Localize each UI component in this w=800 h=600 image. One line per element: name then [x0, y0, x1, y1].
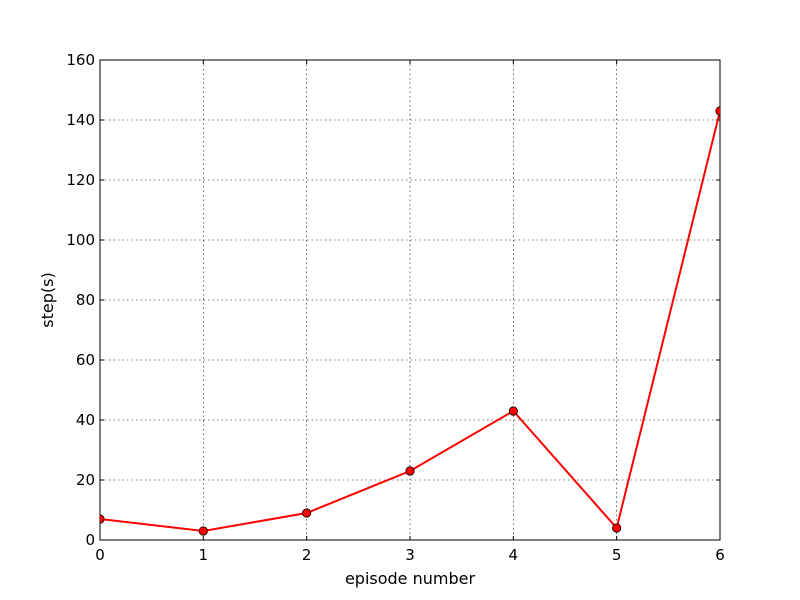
y-tick-label: 80	[76, 291, 95, 309]
x-tick-label: 3	[405, 546, 415, 564]
grid	[100, 60, 720, 540]
y-tick-label: 140	[66, 111, 95, 129]
y-tick-label: 20	[76, 471, 95, 489]
y-tick-label: 0	[85, 531, 95, 549]
y-tick-label: 60	[76, 351, 95, 369]
x-tick-label: 2	[302, 546, 312, 564]
data-point	[100, 514, 105, 524]
y-tick-label: 100	[66, 231, 95, 249]
x-tick-label: 6	[715, 546, 725, 564]
data-point	[508, 406, 518, 416]
x-tick-label: 5	[612, 546, 622, 564]
x-tick-label: 4	[509, 546, 519, 564]
series	[100, 106, 720, 536]
y-tick-label: 40	[76, 411, 95, 429]
y-axis-label: step(s)	[38, 272, 57, 327]
x-tick-label: 1	[199, 546, 209, 564]
data-point	[198, 526, 208, 536]
data-point	[715, 106, 720, 116]
data-point	[302, 508, 312, 518]
y-tick-label: 120	[66, 171, 95, 189]
data-point	[405, 466, 415, 476]
x-axis-label: episode number	[345, 569, 476, 588]
y-tick-label: 160	[66, 51, 95, 69]
data-point	[612, 523, 622, 533]
x-tick-label: 0	[95, 546, 105, 564]
